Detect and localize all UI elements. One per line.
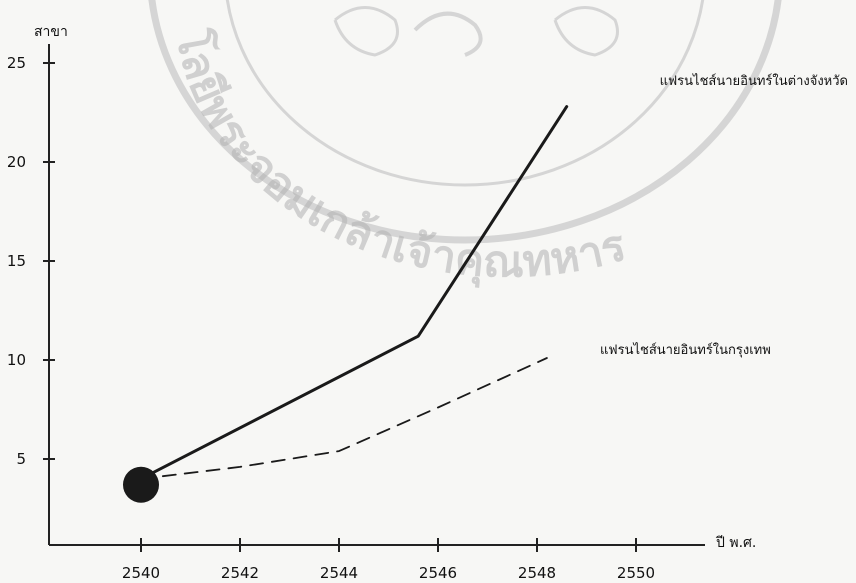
watermark-emblem xyxy=(333,6,619,57)
series-label-bangkok: แฟรนไชส์นายอินทร์ในกรุงเทพ xyxy=(600,342,771,358)
watermark-text: โลยีพระจอมเกล้าเจ้าคุณทหาร xyxy=(166,25,632,289)
series-line-0 xyxy=(139,105,569,481)
y-tick-label-10: 10 xyxy=(7,351,26,369)
series-layer xyxy=(123,105,569,503)
y-tick-label-25: 25 xyxy=(7,54,26,72)
start-point-marker xyxy=(123,466,159,503)
x-axis-ticks: 2540 2542 2544 2546 2548 2550 xyxy=(122,538,655,582)
watermark-ring-inner xyxy=(225,0,705,187)
x-axis-title: ปี พ.ศ. xyxy=(716,535,757,551)
x-tick-label-2542: 2542 xyxy=(221,564,259,582)
y-axis-ticks: 5 10 15 20 25 xyxy=(7,54,55,468)
x-tick-label-2540: 2540 xyxy=(122,564,160,582)
y-tick-label-5: 5 xyxy=(16,450,26,468)
series-line-1 xyxy=(140,357,548,480)
y-axis-title: สาขา xyxy=(34,24,68,40)
x-tick-label-2548: 2548 xyxy=(518,564,556,582)
watermark-ring-outer xyxy=(148,0,782,244)
series-label-provincial: แฟรนไชส์นายอินทร์ในต่างจังหวัด xyxy=(660,73,848,89)
x-tick-label-2546: 2546 xyxy=(419,564,457,582)
x-tick-label-2550: 2550 xyxy=(617,564,655,582)
y-tick-label-20: 20 xyxy=(7,153,26,171)
y-tick-label-15: 15 xyxy=(7,252,26,270)
watermark-seal: โลยีพระจอมเกล้าเจ้าคุณทหาร xyxy=(148,0,782,289)
x-tick-label-2544: 2544 xyxy=(320,564,358,582)
